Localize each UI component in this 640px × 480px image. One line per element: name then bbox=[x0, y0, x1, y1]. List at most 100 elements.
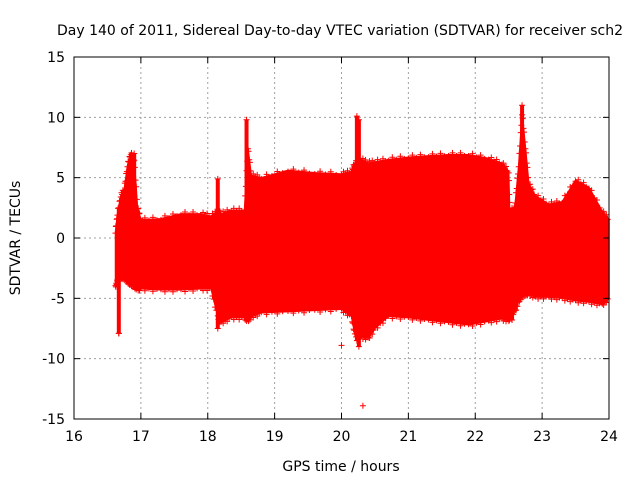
data-point bbox=[500, 160, 507, 167]
data-point bbox=[564, 191, 571, 198]
data-point bbox=[353, 113, 360, 120]
data-point bbox=[258, 309, 265, 316]
data-point bbox=[532, 193, 539, 200]
data-point bbox=[525, 181, 532, 188]
data-point bbox=[599, 209, 606, 216]
data-point bbox=[243, 295, 250, 302]
data-point bbox=[137, 218, 144, 225]
data-spike bbox=[116, 207, 121, 334]
data-point bbox=[301, 167, 308, 174]
data-point bbox=[603, 211, 610, 218]
data-point bbox=[210, 296, 217, 303]
data-point bbox=[531, 292, 538, 299]
data-point bbox=[591, 299, 598, 306]
data-point bbox=[409, 316, 416, 323]
data-point bbox=[514, 303, 521, 310]
data-point bbox=[371, 160, 378, 167]
data-point bbox=[561, 192, 568, 199]
data-point bbox=[290, 166, 297, 173]
data-point bbox=[116, 198, 123, 205]
data-point bbox=[409, 152, 416, 159]
data-point bbox=[413, 154, 420, 161]
data-point bbox=[514, 175, 521, 182]
data-point bbox=[425, 154, 432, 161]
data-point bbox=[583, 184, 590, 191]
data-point bbox=[469, 322, 476, 329]
data-point bbox=[513, 185, 520, 192]
data-point bbox=[429, 319, 436, 326]
data-point bbox=[295, 307, 302, 314]
y-tick-label: 5 bbox=[56, 171, 65, 187]
data-point bbox=[243, 116, 250, 123]
data-point bbox=[149, 288, 156, 295]
data-point bbox=[465, 152, 472, 159]
data-point bbox=[559, 294, 566, 301]
data-point bbox=[433, 153, 440, 160]
data-point bbox=[295, 169, 302, 176]
data-point bbox=[247, 167, 254, 174]
data-point bbox=[327, 168, 334, 175]
data-point bbox=[593, 196, 600, 203]
data-point bbox=[186, 285, 193, 292]
data-point bbox=[236, 205, 243, 212]
data-spike bbox=[244, 119, 249, 299]
data-point bbox=[317, 308, 324, 315]
data-point bbox=[437, 150, 444, 157]
data-point bbox=[417, 317, 424, 324]
data-point bbox=[567, 183, 574, 190]
data-point bbox=[135, 210, 142, 217]
data-point bbox=[385, 157, 392, 164]
data-point bbox=[548, 198, 555, 205]
data-point bbox=[564, 295, 571, 302]
x-tick-label: 17 bbox=[132, 429, 150, 445]
data-point bbox=[527, 181, 534, 188]
data-point bbox=[379, 155, 386, 162]
data-point bbox=[274, 310, 281, 317]
data-point bbox=[250, 170, 257, 177]
data-spike bbox=[520, 105, 525, 293]
data-point bbox=[173, 213, 180, 220]
x-tick-label: 21 bbox=[399, 429, 417, 445]
data-point bbox=[389, 315, 396, 322]
data-point bbox=[528, 291, 535, 298]
data-point bbox=[519, 102, 526, 109]
data-point bbox=[377, 159, 384, 166]
data-point bbox=[258, 175, 265, 182]
data-point bbox=[121, 274, 128, 281]
data-point bbox=[349, 166, 356, 173]
data-point bbox=[481, 318, 488, 325]
data-point bbox=[524, 164, 531, 171]
data-point bbox=[342, 308, 349, 315]
data-point bbox=[317, 168, 324, 175]
data-point bbox=[457, 149, 464, 156]
data-point bbox=[523, 160, 530, 167]
data-point bbox=[209, 293, 216, 300]
data-point bbox=[359, 155, 366, 162]
data-point bbox=[545, 293, 552, 300]
data-point bbox=[157, 216, 164, 223]
data-point bbox=[157, 286, 164, 293]
data-point bbox=[515, 171, 522, 178]
data-point bbox=[268, 172, 275, 179]
data-point bbox=[117, 197, 124, 204]
data-point bbox=[585, 298, 592, 305]
data-point bbox=[397, 153, 404, 160]
data-point bbox=[165, 286, 172, 293]
data-point bbox=[437, 320, 444, 327]
data-point bbox=[545, 202, 552, 209]
data-point bbox=[417, 151, 424, 158]
data-point bbox=[333, 305, 340, 312]
data-point bbox=[433, 317, 440, 324]
data-spike bbox=[354, 116, 359, 341]
data-point bbox=[445, 152, 452, 159]
data-point bbox=[393, 156, 400, 163]
data-point bbox=[465, 321, 472, 328]
data-point bbox=[469, 150, 476, 157]
data-point bbox=[493, 318, 500, 325]
data-point bbox=[506, 199, 513, 206]
data-point bbox=[161, 288, 168, 295]
data-point bbox=[449, 149, 456, 156]
data-point bbox=[131, 150, 138, 157]
data-point bbox=[125, 158, 132, 165]
